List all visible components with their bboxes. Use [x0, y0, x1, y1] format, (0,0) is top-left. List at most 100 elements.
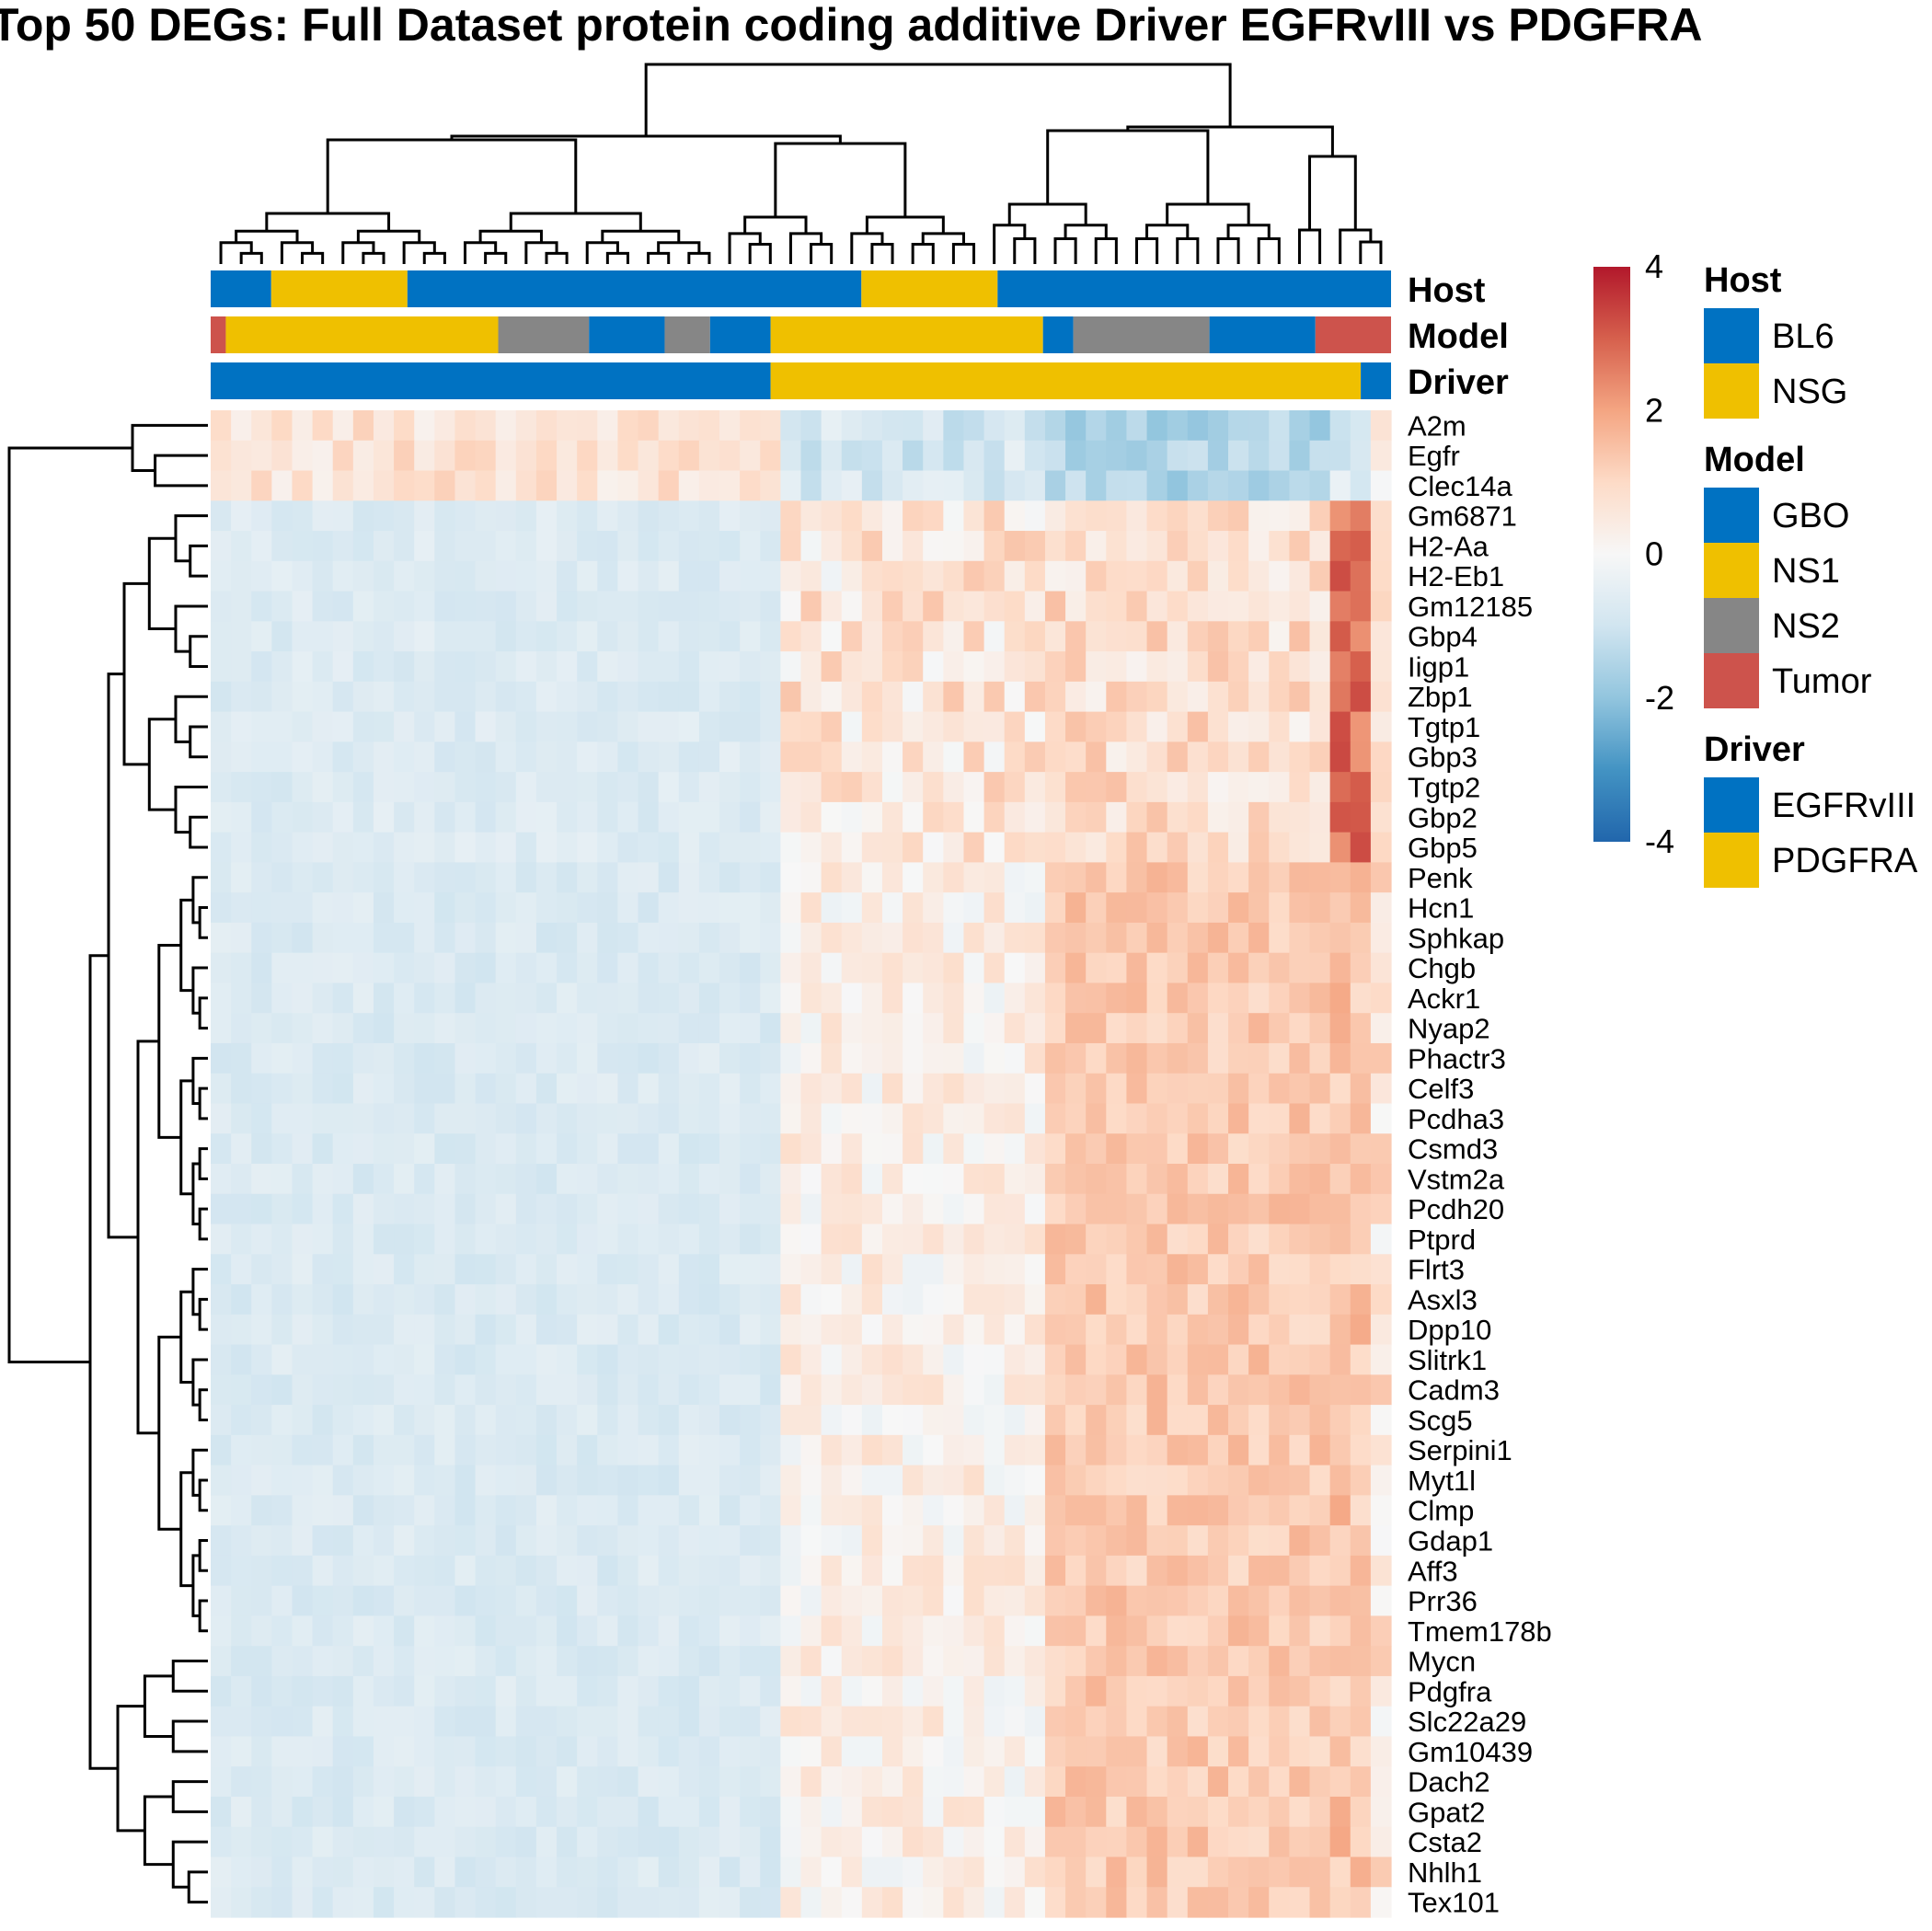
heatmap-cell	[1289, 1856, 1311, 1888]
heatmap-cell	[332, 741, 354, 773]
heatmap-cell	[373, 621, 395, 652]
heatmap-cell	[617, 772, 639, 803]
heatmap-cell	[821, 1193, 843, 1225]
heatmap-cell	[1370, 1314, 1392, 1346]
heatmap-cell	[800, 651, 822, 683]
heatmap-cell	[1086, 1405, 1107, 1436]
heatmap-cell	[1289, 1585, 1311, 1616]
heatmap-cell	[861, 1856, 883, 1888]
heatmap-cell	[332, 952, 354, 984]
heatmap-cell	[698, 621, 720, 652]
heatmap-cell	[881, 983, 903, 1014]
heatmap-cell	[352, 1555, 374, 1587]
heatmap-cell	[861, 1736, 883, 1767]
heatmap-cell	[1146, 1887, 1168, 1918]
heatmap-cell	[881, 1615, 903, 1647]
heatmap-cell	[332, 1224, 354, 1255]
heatmap-cell	[800, 711, 822, 742]
heatmap-cell	[881, 1224, 903, 1255]
heatmap-cell	[1228, 1826, 1249, 1858]
heatmap-cell	[1248, 1856, 1270, 1888]
heatmap-cell	[1146, 410, 1168, 442]
heatmap-cell	[414, 1495, 435, 1526]
heatmap-cell	[597, 1465, 619, 1496]
heatmap-cell	[557, 531, 578, 562]
color-scale-bar	[1593, 267, 1630, 842]
heatmap-cell	[535, 1133, 558, 1165]
heatmap-cell	[881, 711, 903, 742]
heatmap-cell	[332, 1405, 354, 1436]
heatmap-cell	[1004, 862, 1026, 893]
heatmap-cell	[943, 1133, 965, 1165]
heatmap-cell	[394, 591, 415, 622]
heatmap-cell	[719, 1042, 741, 1075]
heatmap-cell	[1146, 1073, 1168, 1105]
legend-swatch	[1704, 488, 1759, 543]
heatmap-cell	[373, 1164, 395, 1195]
heatmap-cell	[352, 1887, 374, 1918]
heatmap-cell	[780, 681, 802, 713]
heatmap-cell	[1248, 1405, 1270, 1436]
heatmap-cell	[231, 1736, 252, 1767]
heatmap-cell	[1065, 1073, 1087, 1105]
heatmap-cell	[821, 591, 843, 622]
heatmap-cell	[1024, 922, 1046, 954]
heatmap-cell	[434, 1193, 456, 1225]
heatmap-cell	[1329, 440, 1351, 472]
heatmap-cell	[535, 922, 558, 954]
heatmap-cell	[495, 1073, 517, 1105]
heatmap-cell	[332, 681, 354, 713]
heatmap-cell	[394, 711, 415, 742]
heatmap-cell	[678, 1073, 700, 1105]
heatmap-cell	[1146, 440, 1168, 472]
heatmap-cell	[577, 1344, 598, 1375]
heatmap-cell	[943, 862, 965, 893]
heatmap-cell	[1146, 1314, 1168, 1346]
heatmap-cell	[698, 1736, 720, 1767]
heatmap-cell	[740, 862, 761, 893]
heatmap-cell	[881, 1856, 903, 1888]
dendrogram-branch	[484, 251, 508, 264]
heatmap-cell	[312, 1434, 334, 1466]
heatmap-cell	[1207, 1073, 1229, 1105]
heatmap-cell	[1065, 1103, 1087, 1134]
heatmap-cell	[535, 1615, 558, 1647]
heatmap-cell	[821, 531, 843, 562]
heatmap-cell	[841, 832, 863, 863]
heatmap-cell	[211, 1193, 232, 1225]
heatmap-cell	[800, 892, 822, 924]
heatmap-cell	[1004, 1073, 1026, 1105]
heatmap-cell	[1187, 1465, 1209, 1496]
heatmap-cell	[983, 1254, 1006, 1285]
heatmap-cell	[881, 651, 903, 683]
heatmap-cell	[983, 410, 1006, 442]
heatmap-cell	[698, 1615, 720, 1647]
heatmap-cell	[1065, 1495, 1087, 1526]
heatmap-cell	[332, 1314, 354, 1346]
heatmap-cell	[434, 1525, 456, 1557]
heatmap-cell	[1024, 500, 1046, 532]
dendrogram-branch	[187, 1870, 208, 1904]
heatmap-cell	[740, 560, 761, 592]
heatmap-cell	[394, 862, 415, 893]
heatmap-cell	[861, 922, 883, 954]
heatmap-cell	[557, 1555, 578, 1587]
heatmap-cell	[1228, 1555, 1249, 1587]
gene-label: Gbp2	[1408, 801, 1478, 833]
dendrogram-branch	[235, 229, 299, 243]
heatmap-cell	[678, 1434, 700, 1466]
heatmap-cell	[312, 711, 334, 742]
heatmap-cell	[1228, 922, 1249, 954]
heatmap-cell	[719, 1284, 741, 1316]
heatmap-cell	[1350, 801, 1372, 833]
heatmap-cell	[352, 892, 374, 924]
heatmap-cell	[312, 1646, 334, 1677]
heatmap-cell	[1044, 1615, 1066, 1647]
heatmap-cell	[1167, 1646, 1189, 1677]
heatmap-cell	[1248, 1555, 1270, 1587]
heatmap-cell	[577, 1887, 598, 1918]
heatmap-cell	[394, 1434, 415, 1466]
heatmap-cell	[638, 1585, 660, 1616]
heatmap-cell	[821, 1164, 843, 1195]
heatmap-cell	[394, 500, 415, 532]
